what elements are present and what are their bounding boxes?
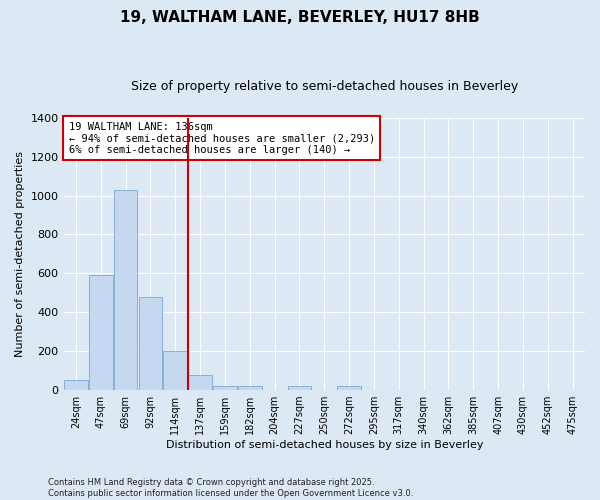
Y-axis label: Number of semi-detached properties: Number of semi-detached properties [15, 151, 25, 357]
Text: 19, WALTHAM LANE, BEVERLEY, HU17 8HB: 19, WALTHAM LANE, BEVERLEY, HU17 8HB [120, 10, 480, 25]
Bar [337, 386, 361, 390]
Bar [163, 351, 187, 390]
Bar [89, 276, 113, 390]
Bar [114, 190, 137, 390]
X-axis label: Distribution of semi-detached houses by size in Beverley: Distribution of semi-detached houses by … [166, 440, 483, 450]
Bar [238, 386, 262, 390]
Bar [139, 296, 162, 390]
Bar [287, 386, 311, 390]
Text: 19 WALTHAM LANE: 136sqm
← 94% of semi-detached houses are smaller (2,293)
6% of : 19 WALTHAM LANE: 136sqm ← 94% of semi-de… [68, 122, 375, 155]
Bar [213, 386, 237, 390]
Text: Contains HM Land Registry data © Crown copyright and database right 2025.
Contai: Contains HM Land Registry data © Crown c… [48, 478, 413, 498]
Bar [64, 380, 88, 390]
Bar [188, 376, 212, 390]
Title: Size of property relative to semi-detached houses in Beverley: Size of property relative to semi-detach… [131, 80, 518, 93]
